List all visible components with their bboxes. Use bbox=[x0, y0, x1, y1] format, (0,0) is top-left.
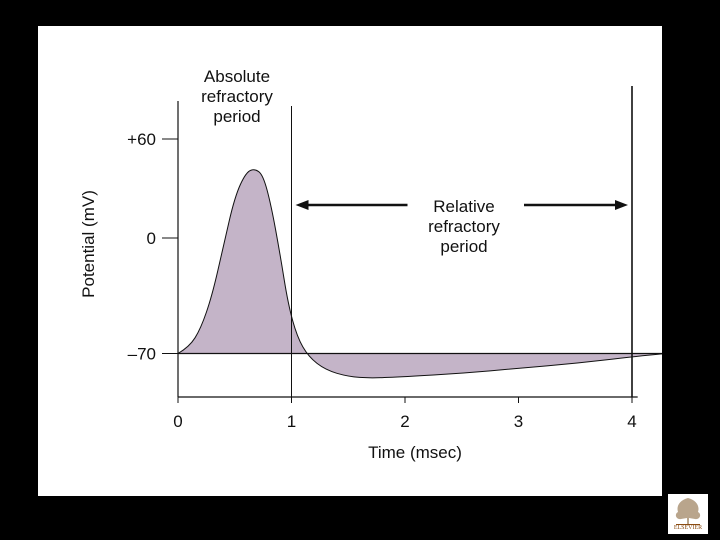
absolute-refractory-label: period bbox=[213, 107, 260, 126]
arrow-left-head bbox=[295, 200, 309, 210]
relative-refractory-label: refractory bbox=[428, 217, 500, 236]
action-potential-area bbox=[176, 169, 662, 379]
x-tick-label: 0 bbox=[173, 412, 182, 431]
x-tick-label: 3 bbox=[514, 412, 523, 431]
y-tick-label: +60 bbox=[127, 130, 156, 149]
relative-refractory-label: period bbox=[440, 237, 487, 256]
x-tick-label: 4 bbox=[627, 412, 636, 431]
x-axis-title: Time (msec) bbox=[368, 443, 462, 462]
x-tick-label: 1 bbox=[287, 412, 296, 431]
action-potential-chart: 0 1 2 3 4+600–70AbsoluterefractoryperiodRela… bbox=[79, 67, 662, 462]
y-axis-title: Potential (mV) bbox=[79, 190, 98, 298]
absolute-refractory-label: Absolute bbox=[204, 67, 270, 86]
y-tick-label: 0 bbox=[147, 229, 156, 248]
absolute-refractory-label: refractory bbox=[201, 87, 273, 106]
logo-text: ELSEVIER bbox=[673, 525, 703, 531]
arrow-right-head bbox=[615, 200, 628, 210]
relative-refractory-label: Relative bbox=[433, 197, 494, 216]
tree-icon bbox=[675, 498, 701, 525]
elsevier-logo: ELSEVIER bbox=[668, 494, 708, 534]
figure-panel: 0 1 2 3 4 +60 0 –70 Absolute refractory period Rela… bbox=[38, 26, 662, 496]
x-tick-label: 2 bbox=[400, 412, 409, 431]
y-tick-label: –70 bbox=[128, 345, 156, 364]
